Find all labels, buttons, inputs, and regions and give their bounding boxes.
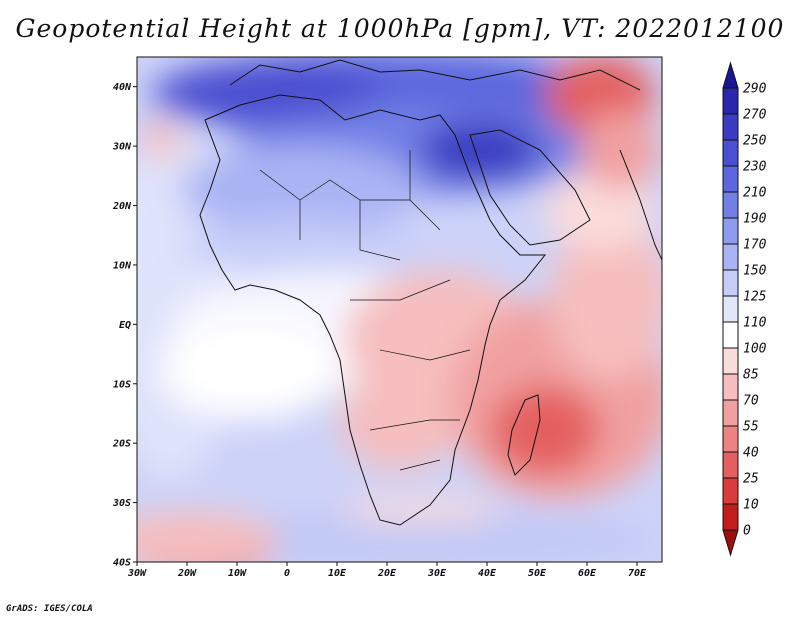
lon-tick-label: 20W <box>177 568 197 579</box>
field-layer <box>137 57 662 562</box>
colorbar-segment <box>722 399 739 427</box>
lat-tick-label: 30S <box>112 498 131 509</box>
colorbar-top-arrow <box>722 61 739 89</box>
map-frame <box>136 56 663 563</box>
colorbar-label: 25 <box>743 472 759 487</box>
colorbar-label: 270 <box>743 108 767 123</box>
colorbar-label: 0 <box>743 524 751 539</box>
colorbar-label: 55 <box>743 420 759 435</box>
colorbar-label: 170 <box>743 238 767 253</box>
colorbar-label: 10 <box>743 498 759 513</box>
colorbar-segment <box>722 451 739 479</box>
colorbar-segment <box>722 87 739 115</box>
colorbar-segment <box>722 243 739 271</box>
lat-tick-label: 30N <box>112 142 132 153</box>
india-coastline <box>619 149 662 261</box>
colorbar-segment <box>722 165 739 193</box>
colorbar-segment <box>722 139 739 167</box>
colorbar-label: 110 <box>743 316 767 331</box>
country-borders <box>259 150 471 471</box>
latitude-axis: 40N 30N 20N 10N EQ 10S 20S 30S 40S <box>112 82 137 569</box>
colorbar: 2902702502302101901701501251101008570554… <box>722 61 767 557</box>
colorbar-segment <box>722 217 739 245</box>
lon-tick-label: 10W <box>228 568 247 579</box>
lon-tick-label: 60E <box>578 568 597 579</box>
colorbar-segment <box>722 321 739 349</box>
longitude-axis: 30W 20W 10W 0 10E 20E 30E 40E 50E 60E 70E <box>127 562 647 579</box>
chart-title: Geopotential Height at 1000hPa [gpm], VT… <box>15 14 785 43</box>
lon-tick-label: 10E <box>328 568 347 579</box>
europe-coastline <box>229 59 641 91</box>
colorbar-segment <box>722 113 739 141</box>
colorbar-segment <box>722 295 739 323</box>
lat-tick-label: 10N <box>113 260 132 271</box>
lat-tick-label: 40S <box>113 558 131 569</box>
lat-tick-label: EQ <box>119 320 131 331</box>
colorbar-bottom-arrow <box>722 529 739 557</box>
lon-tick-label: 50E <box>528 568 547 579</box>
colorbar-label: 100 <box>743 342 767 357</box>
lon-tick-label: 20E <box>377 568 397 579</box>
colorbar-segment <box>722 269 739 297</box>
colorbar-segment <box>722 425 739 453</box>
lat-tick-label: 40N <box>113 82 132 93</box>
lon-tick-label: 70E <box>628 568 647 579</box>
lat-tick-label: 20S <box>112 439 131 450</box>
colorbar-label: 85 <box>743 368 759 383</box>
madagascar-coastline <box>507 394 541 476</box>
coastlines <box>199 59 662 526</box>
colorbar-label: 190 <box>743 212 767 227</box>
lat-tick-label: 20N <box>112 201 132 212</box>
colorbar-segment <box>722 347 739 375</box>
africa-coastline <box>199 94 547 526</box>
colorbar-segment <box>722 191 739 219</box>
colorbar-label: 150 <box>743 264 767 279</box>
colorbar-label: 250 <box>743 134 767 149</box>
colorbar-label: 290 <box>743 82 767 97</box>
credit-text: GrADS: IGES/COLA <box>6 604 93 614</box>
arabia-coastline <box>469 129 591 246</box>
colorbar-label: 125 <box>743 290 767 305</box>
colorbar-segment <box>722 373 739 401</box>
colorbar-segment <box>722 503 739 531</box>
lon-tick-label: 40E <box>478 568 497 579</box>
colorbar-segment <box>722 477 739 505</box>
lat-tick-label: 10S <box>113 379 131 390</box>
colorbar-label: 70 <box>743 394 759 409</box>
colorbar-label: 40 <box>743 446 759 461</box>
colorbar-label: 230 <box>743 160 767 175</box>
lon-tick-label: 30E <box>427 568 447 579</box>
colorbar-label: 210 <box>743 186 767 201</box>
lon-tick-label: 0 <box>284 568 290 579</box>
lon-tick-label: 30W <box>127 568 147 579</box>
